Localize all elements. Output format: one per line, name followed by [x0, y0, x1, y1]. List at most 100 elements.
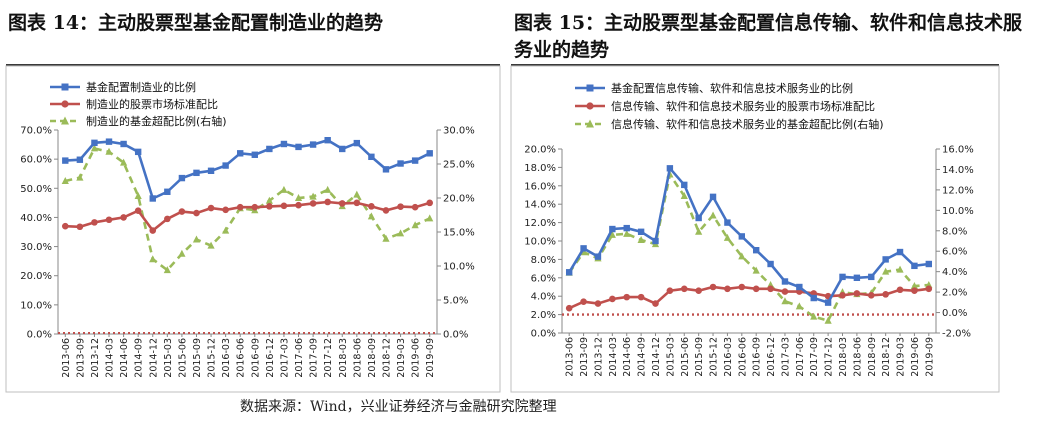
series-point-circle — [752, 285, 760, 293]
series-point-circle — [134, 207, 142, 215]
left-axis-tick-label: 20.0% — [20, 271, 52, 282]
series-point-square — [609, 225, 616, 233]
series-point-circle — [925, 285, 933, 293]
series-point-square — [666, 165, 674, 172]
right-axis-tick-label: 4.0% — [942, 267, 967, 278]
x-axis-tick-label: 2016-12 — [265, 338, 276, 378]
chart-frame — [5, 65, 501, 393]
series-point-square — [76, 156, 84, 163]
series-point-square — [178, 174, 186, 182]
right-axis-tick-label: 6.0% — [942, 247, 967, 258]
series-point-square — [353, 139, 361, 147]
right-axis-tick-label: -2.0% — [942, 329, 971, 340]
series-point-circle — [368, 203, 375, 210]
legend-label: 基金配置制造业的比例 — [86, 80, 196, 94]
series-point-circle — [222, 206, 229, 214]
legend-label: 信息传输、软件和信息技术服务业的股票市场标准配比 — [611, 99, 875, 113]
series-point-triangle — [265, 196, 273, 204]
series-point-triangle — [207, 241, 215, 249]
series-point-circle — [911, 287, 918, 294]
series-point-square — [237, 150, 244, 157]
series-point-triangle — [90, 144, 99, 152]
left-axis-tick-label: 4.0% — [531, 292, 556, 303]
series-point-triangle — [896, 265, 904, 273]
series-point-square — [62, 157, 69, 164]
series-point-triangle — [149, 255, 157, 263]
series-point-triangle — [752, 266, 760, 274]
x-axis-tick-label: 2015-09 — [192, 338, 203, 378]
series-point-square — [207, 167, 215, 174]
series-point-square — [149, 195, 156, 202]
series-point-circle — [164, 215, 171, 223]
series-point-square — [796, 283, 803, 291]
series-point-square — [709, 193, 717, 201]
series-point-circle — [280, 202, 288, 210]
series-point-circle — [882, 291, 889, 298]
series-point-circle — [251, 203, 259, 211]
series-point-triangle — [324, 185, 332, 193]
series-point-square — [565, 269, 573, 276]
x-axis-tick-label: 2014-09 — [637, 337, 648, 377]
series-point-circle — [565, 304, 573, 312]
series-point-triangle — [426, 214, 434, 222]
x-axis-tick-label: 2017-03 — [780, 337, 791, 377]
left-axis-tick-label: 14.0% — [524, 200, 556, 211]
x-axis-tick-label: 2018-03 — [338, 338, 349, 378]
series-point-triangle — [105, 147, 113, 155]
x-axis-tick-label: 2013-09 — [75, 338, 86, 378]
series-point-triangle — [795, 302, 803, 310]
x-axis-tick-label: 2017-09 — [309, 338, 320, 378]
legend-label: 制造业的股票市场标准配比 — [86, 97, 218, 111]
left-axis-tick-label: 70.0% — [20, 126, 52, 137]
series-point-square — [309, 141, 317, 148]
series-point-circle — [309, 200, 317, 207]
x-axis-tick-label: 2016-09 — [752, 337, 763, 377]
series-point-circle — [338, 200, 346, 207]
series-point-circle — [149, 227, 157, 234]
series-point-triangle — [222, 226, 230, 234]
x-axis-tick-label: 2014-09 — [134, 338, 145, 378]
chart-2-group: 0.0% 2.0% 4.0% 6.0% 8.0% 10.0% 12.0% 14.0% 16.0%… — [510, 65, 1000, 393]
left-axis-tick-label: 8.0% — [531, 255, 556, 266]
series-point-triangle — [294, 194, 303, 201]
legend-marker-circle — [586, 102, 594, 110]
series-point-circle — [353, 199, 361, 207]
title-divider-right — [511, 64, 999, 66]
legend-label: 信息传输、软件和信息技术服务业的基金超配比例(右轴) — [611, 117, 884, 131]
series-point-square — [105, 138, 113, 145]
series-point-triangle — [723, 233, 732, 241]
x-axis-tick-label: 2018-03 — [838, 337, 849, 377]
legend-label: 基金配置信息传输、软件和信息技术服务业的比例 — [611, 81, 853, 95]
series-point-triangle — [353, 190, 361, 198]
right-axis-tick-label: 2.0% — [942, 288, 967, 299]
x-axis-tick-label: 2017-03 — [279, 338, 290, 378]
series-point-square — [896, 248, 904, 256]
right-axis-tick-label: 0.0% — [443, 330, 468, 341]
series-point-square — [637, 228, 645, 235]
x-axis-tick-label: 2015-03 — [163, 338, 174, 378]
series-point-circle — [839, 291, 846, 299]
series-point-square — [580, 245, 587, 252]
x-axis-tick-label: 2017-12 — [323, 338, 334, 378]
left-axis-tick-label: 60.0% — [20, 155, 52, 166]
x-axis-tick-label: 2017-09 — [809, 337, 820, 377]
x-axis-tick-label: 2018-09 — [867, 337, 878, 377]
series-point-circle — [724, 285, 731, 293]
x-axis-tick-label: 2018-06 — [852, 337, 863, 377]
series-point-square — [681, 181, 688, 189]
x-axis-tick-label: 2014-03 — [105, 338, 116, 378]
x-axis-tick-label: 2013-06 — [565, 337, 576, 377]
series-point-circle — [295, 201, 302, 209]
x-axis-tick-label: 2017-12 — [824, 337, 835, 377]
right-axis-tick-label: 10.0% — [443, 262, 475, 273]
series-point-square — [767, 260, 774, 268]
right-axis-tick-label: 5.0% — [443, 296, 468, 307]
series-point-triangle — [695, 227, 703, 235]
series-point-triangle — [738, 252, 746, 260]
series-point-square — [339, 145, 346, 153]
x-axis-tick-label: 2018-06 — [352, 338, 363, 378]
left-axis-tick-label: 30.0% — [20, 242, 52, 253]
left-axis-tick-label: 12.0% — [524, 218, 556, 229]
series-point-circle — [61, 222, 69, 230]
x-axis-tick-label: 2015-03 — [665, 337, 676, 377]
